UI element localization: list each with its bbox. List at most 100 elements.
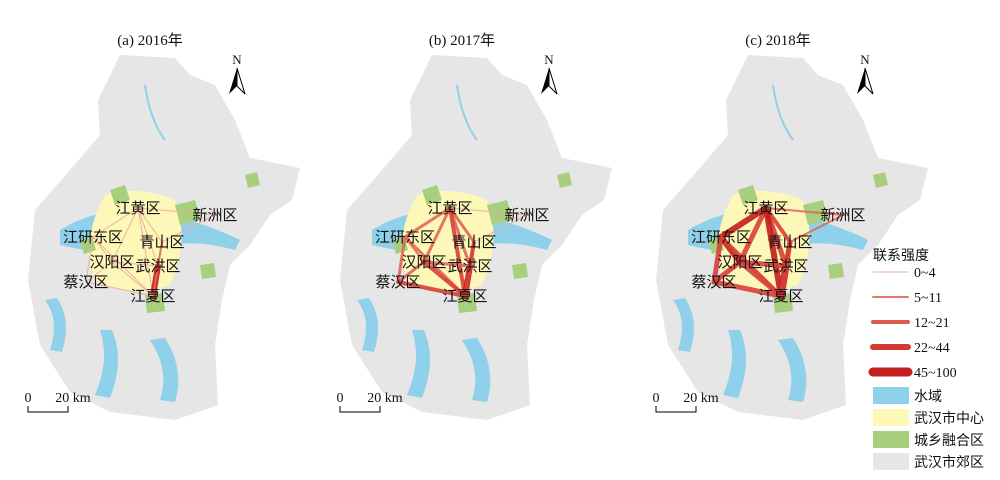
north-label: N [544, 52, 554, 67]
panel-title: (c) 2018年 [745, 32, 810, 49]
link [85, 281, 154, 297]
link [711, 279, 784, 299]
link [137, 207, 159, 267]
district-label: 武洪区 [135, 258, 180, 275]
link [448, 206, 467, 298]
link [85, 236, 94, 283]
link [92, 207, 139, 238]
district-label: 蔡汉区 [691, 274, 736, 291]
link [789, 214, 844, 243]
district-label: 汉阳区 [401, 254, 446, 271]
legend: 联系强度 0~4 5~11 12~21 22~44 45~100 水域武汉市中心城乡融合区… [868, 248, 984, 471]
link [403, 206, 452, 239]
link [85, 261, 113, 283]
legend-swatch [873, 431, 909, 448]
district-label: 蔡汉区 [375, 274, 420, 291]
district-label: 江研东区 [63, 229, 123, 246]
link [92, 236, 113, 263]
legend-swatch [873, 387, 909, 404]
north-arrow [857, 68, 865, 94]
legend-swatch [873, 409, 909, 426]
district-label: 江黄区 [743, 200, 788, 217]
north-arrow [548, 67, 558, 95]
north-label: N [232, 52, 242, 67]
district-label: 青山区 [767, 234, 812, 251]
north-label: N [860, 52, 870, 67]
district-label: 青山区 [139, 234, 184, 251]
legend-label: 45~100 [914, 366, 957, 381]
district-label: 汉阳区 [717, 254, 762, 271]
north-arrow [864, 67, 874, 95]
panel-title: (b) 2017年 [429, 32, 495, 49]
link [137, 207, 154, 297]
district-label: 新洲区 [504, 207, 549, 224]
district-label: 江夏区 [442, 288, 487, 305]
link [463, 240, 476, 298]
link [137, 207, 216, 216]
scale-zero: 0 [337, 391, 344, 406]
district-label: 江研东区 [691, 229, 751, 246]
legend-label: 0~4 [914, 266, 936, 281]
district-label: 江研东区 [375, 229, 435, 246]
link [711, 234, 724, 285]
district-label: 江夏区 [130, 288, 175, 305]
link [711, 259, 743, 285]
link [422, 206, 452, 264]
district-label: 汉阳区 [89, 254, 134, 271]
link [396, 280, 467, 298]
district-label: 蔡汉区 [63, 274, 108, 291]
north-arrow [236, 67, 246, 95]
legend-label: 水域 [914, 389, 942, 405]
north-arrow [229, 68, 237, 94]
district-label: 江黄区 [427, 200, 472, 217]
legend-label: 22~44 [914, 341, 950, 356]
link [111, 207, 139, 263]
legend-label: 武汉市中心 [914, 410, 984, 427]
scale-zero: 0 [653, 391, 660, 406]
district-label: 新洲区 [820, 207, 865, 224]
link [449, 207, 528, 216]
legend-label: 城乡融合区 [914, 433, 984, 449]
link [152, 241, 163, 297]
link [737, 259, 784, 299]
link [92, 236, 154, 297]
scale-label: 20 km [367, 391, 403, 406]
link [763, 205, 784, 299]
scale-label: 20 km [683, 391, 719, 406]
link [111, 261, 154, 297]
district-label: 江夏区 [758, 288, 803, 305]
link [737, 205, 769, 265]
district-label: 武洪区 [447, 258, 492, 275]
panel-title: (a) 2016年 [117, 32, 182, 49]
link [396, 260, 426, 284]
north-arrow [541, 68, 549, 94]
link [473, 214, 528, 243]
link [778, 239, 793, 299]
district-label: 武洪区 [763, 258, 808, 275]
scale-zero: 0 [25, 391, 32, 406]
scale-bar [655, 406, 697, 413]
scale-label: 20 km [55, 391, 91, 406]
link [161, 214, 216, 243]
link [448, 206, 476, 244]
legend-label: 5~11 [914, 291, 942, 306]
district-label: 青山区 [451, 234, 496, 251]
link [765, 207, 844, 216]
scale-bar [339, 406, 381, 413]
legend-label: 12~21 [914, 316, 950, 331]
scale-bar [27, 406, 69, 413]
link [137, 207, 163, 243]
legend-label: 武汉市郊区 [914, 454, 984, 471]
district-label: 新洲区 [192, 207, 237, 224]
link [396, 235, 407, 284]
district-label: 江黄区 [115, 200, 160, 217]
link [422, 260, 467, 298]
link [718, 205, 769, 240]
legend-swatch [873, 453, 909, 470]
legend-title: 联系强度 [873, 248, 929, 264]
